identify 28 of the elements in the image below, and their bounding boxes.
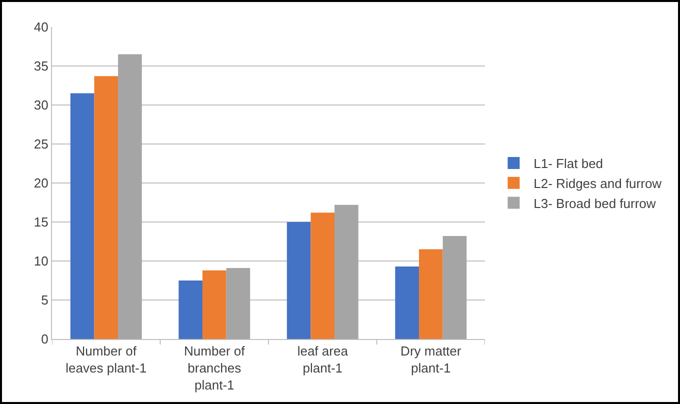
bar	[310, 212, 335, 339]
bar	[334, 204, 358, 339]
bar	[442, 236, 467, 339]
legend-label: L1- Flat bed	[534, 156, 604, 172]
y-tick-label: 10	[34, 254, 48, 269]
x-tick-label: Number of branches plant-1	[184, 344, 246, 392]
x-tick-label: leaf area plant-1	[297, 344, 349, 376]
bar	[70, 93, 94, 339]
bar	[286, 222, 311, 339]
bar	[395, 266, 419, 339]
bar	[178, 280, 202, 339]
y-tick-label: 40	[34, 20, 48, 35]
bar	[94, 76, 118, 339]
y-tick-label: 30	[34, 98, 48, 113]
x-tick-label: Dry matter plant-1	[400, 344, 462, 376]
bar	[202, 270, 226, 339]
y-tick-label: 20	[34, 176, 48, 191]
y-tick-label: 25	[34, 136, 48, 152]
y-tick-label: 15	[34, 214, 48, 230]
bar	[118, 54, 142, 339]
bar	[418, 249, 443, 339]
bar	[226, 268, 250, 339]
x-tick-label: Number of leaves plant-1	[66, 344, 147, 376]
y-tick-label: 35	[34, 58, 48, 74]
y-tick-label: 5	[41, 292, 48, 308]
legend-label: L2- Ridges and furrow	[534, 176, 662, 191]
y-tick-label: 0	[41, 332, 48, 347]
legend-label: L3- Broad bed furrow	[534, 196, 656, 211]
